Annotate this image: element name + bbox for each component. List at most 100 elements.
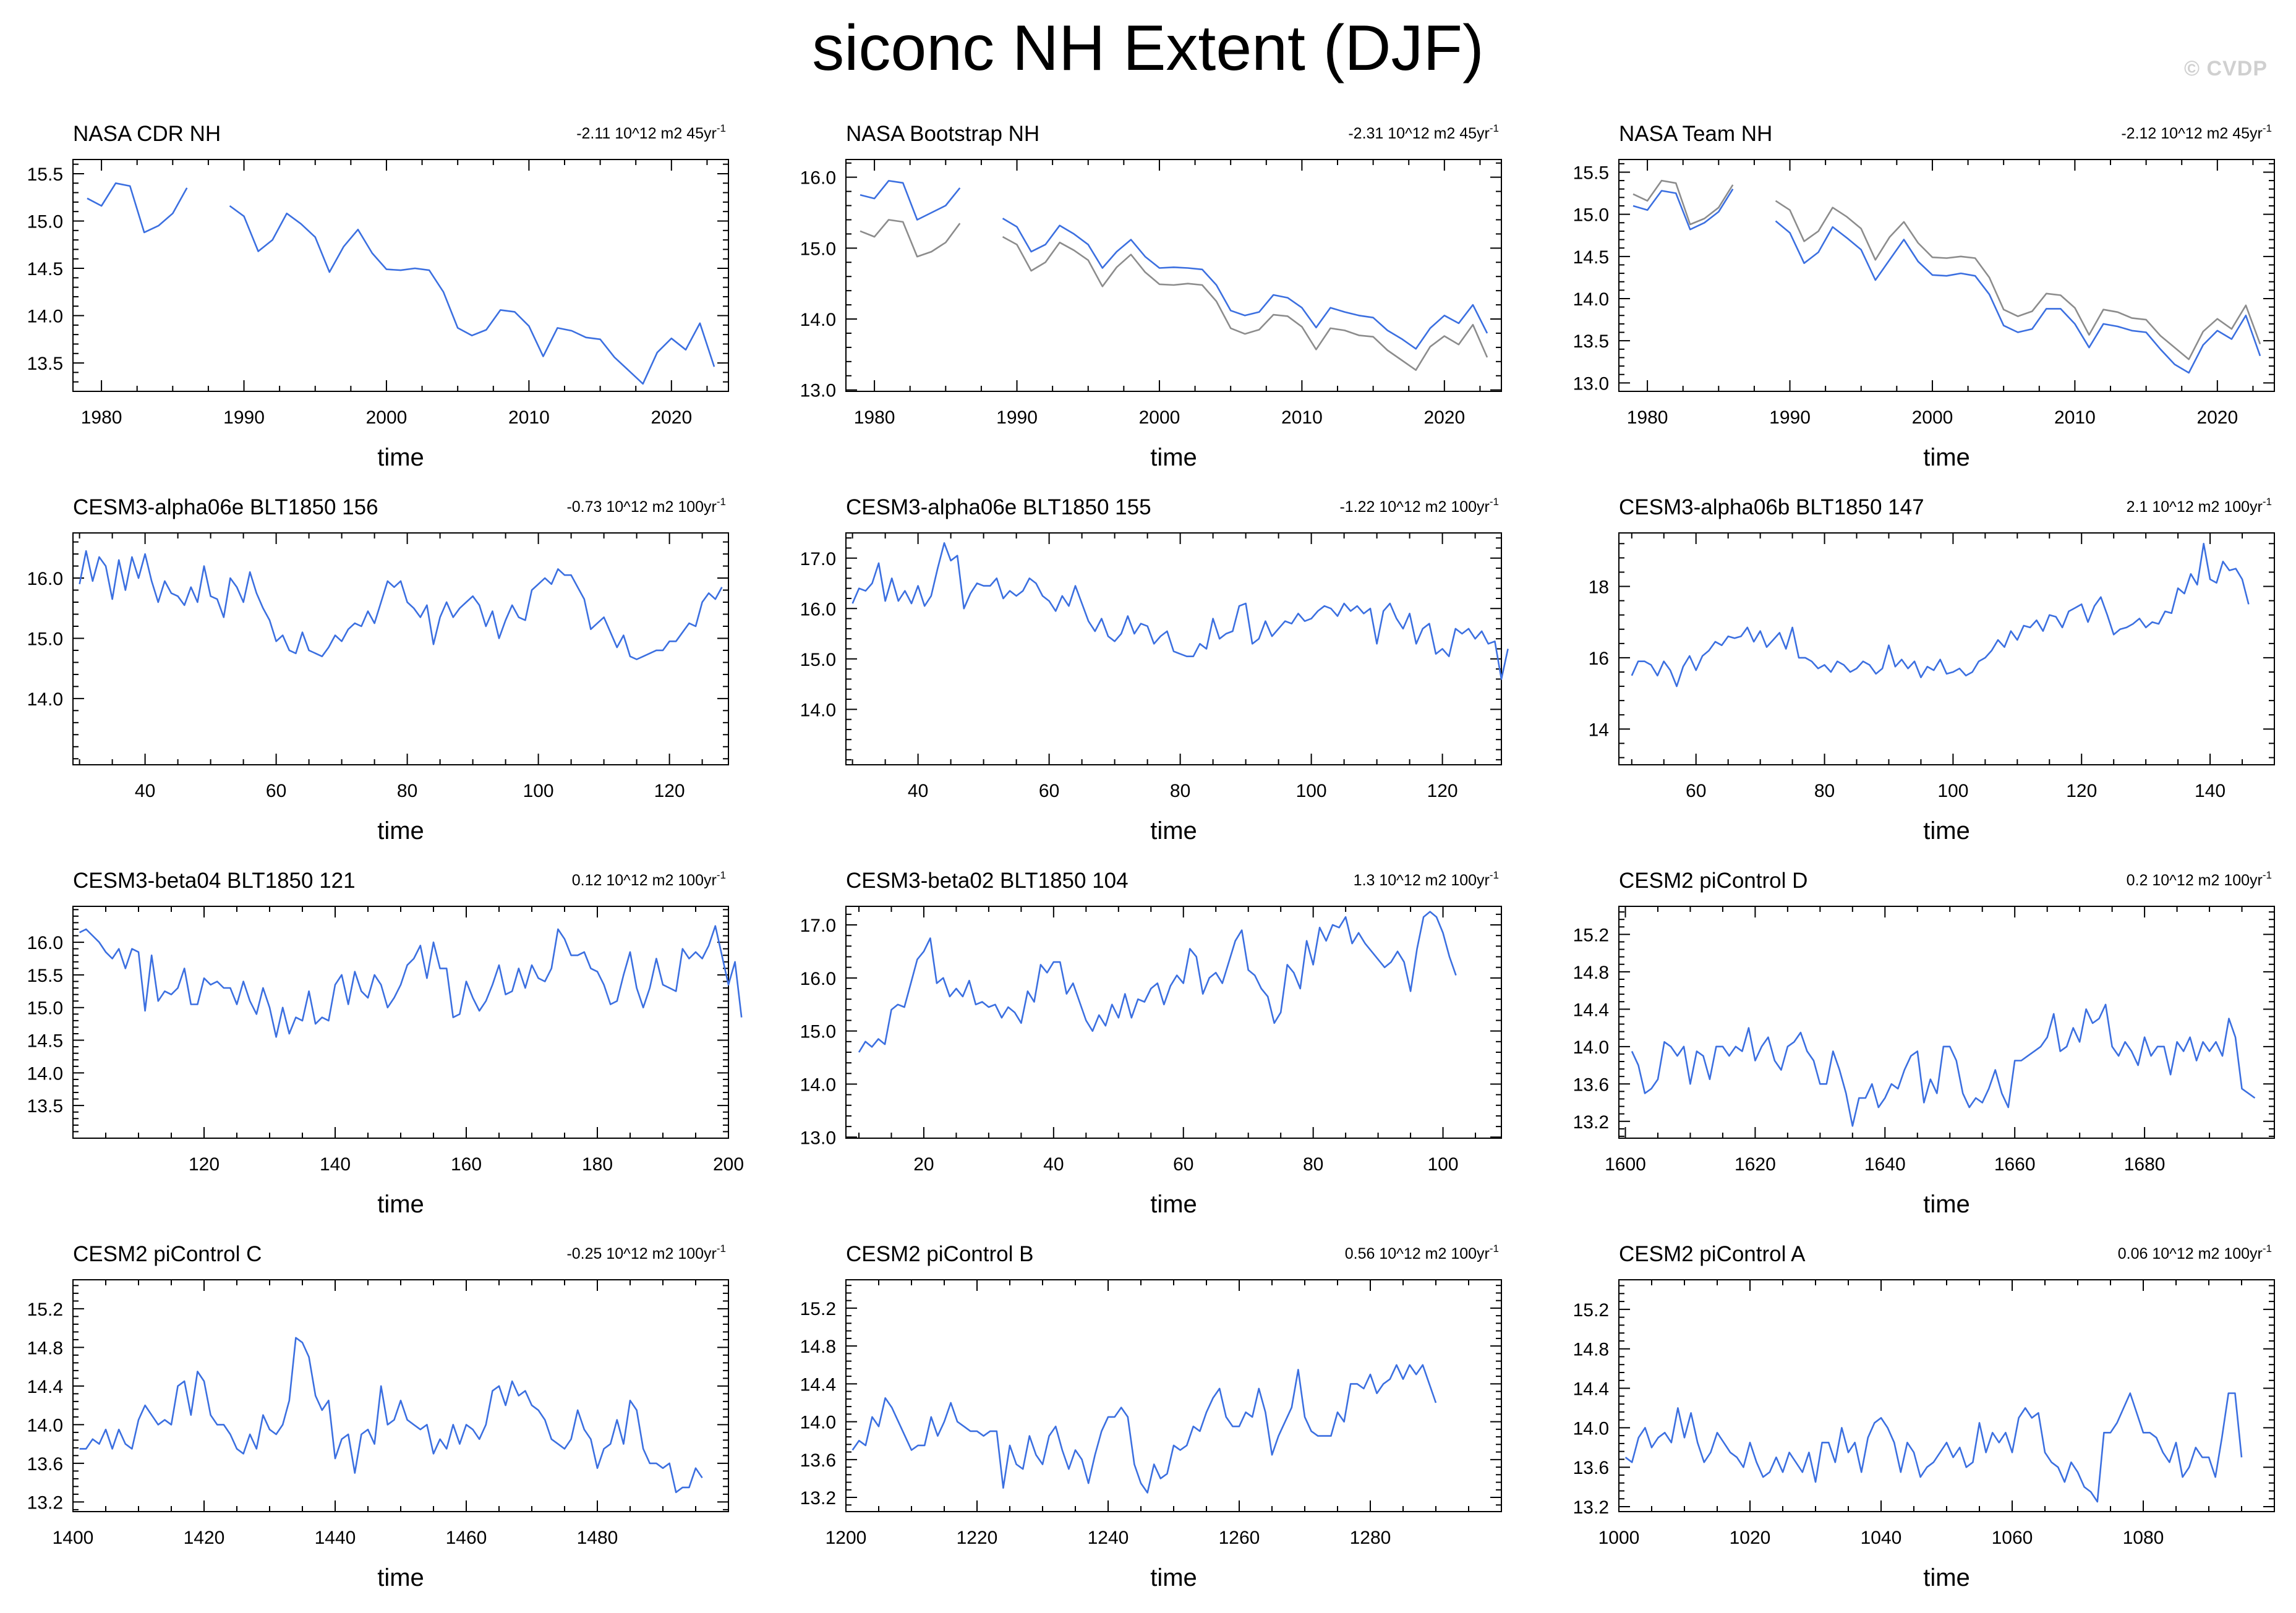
trend-value: 0.2 10^12 m2 100yr [2127,872,2263,889]
y-tick-label: 15.5 [1573,163,1609,183]
trend-value: 0.56 10^12 m2 100yr [1345,1245,1490,1262]
trend-value: -0.25 10^12 m2 100yr [566,1245,716,1262]
x-tick-label: 1240 [1088,1528,1129,1548]
x-tick-label: 120 [1427,781,1458,801]
series-line-2 [1632,189,2261,374]
trend-label: 0.12 10^12 m2 100yr-1 [572,869,726,889]
plot-frame [72,1279,729,1512]
series-line-1 [858,911,1457,1053]
x-tick-label: 2010 [2054,407,2096,428]
plot-frame [72,906,729,1139]
y-tick-label: 14 [1589,720,1609,740]
y-tick-label: 13.0 [800,381,836,401]
y-tick-label: 14.8 [1573,1340,1609,1360]
trend-label: -2.31 10^12 m2 45yr-1 [1348,122,1499,142]
y-tick-label: 14.5 [1573,247,1609,268]
x-tick-label: 40 [135,781,155,801]
trend-exponent: -1 [1490,122,1499,134]
x-tick-label: 1980 [854,407,895,428]
trend-label: 0.56 10^12 m2 100yr-1 [1345,1243,1499,1262]
y-tick-label: 13.6 [1573,1075,1609,1095]
x-tick-label: 60 [1039,781,1059,801]
y-tick-label: 16.0 [27,569,63,589]
y-tick-label: 14.0 [27,689,63,710]
y-tick-label: 14.0 [1573,289,1609,310]
panel-8: CESM3-beta02 BLT1850 104 1.3 10^12 m2 100… [800,869,1502,1218]
x-axis-label: time [1923,1191,1970,1218]
x-tick-label: 1200 [826,1528,867,1548]
y-tick-label: 15.2 [1573,925,1609,945]
y-tick-label: 13.5 [1573,331,1609,352]
x-tick-label: 80 [1303,1154,1323,1175]
watermark: © CVDP [2184,57,2268,80]
trend-label: -2.11 10^12 m2 45yr-1 [576,122,726,142]
trend-exponent: -1 [717,1243,726,1254]
y-tick-label: 17.0 [800,549,836,569]
x-axis-label: time [377,817,424,845]
y-tick-label: 14.5 [27,1031,63,1052]
plot-frame [1618,1279,2275,1512]
y-tick-label: 13.5 [27,354,63,374]
panel-11: CESM2 piControl B 0.56 10^12 m2 100yr-1 12… [800,1242,1502,1591]
trend-label: 0.06 10^12 m2 100yr-1 [2118,1243,2272,1262]
y-tick-label: 15.5 [27,966,63,986]
y-tick-label: 13.2 [800,1488,836,1509]
plot-frame [1618,532,2275,765]
trend-label: 1.3 10^12 m2 100yr-1 [1354,869,1499,889]
plot-frame [845,1279,1502,1512]
x-tick-label: 1990 [996,407,1038,428]
x-tick-label: 40 [1043,1154,1064,1175]
panel-2: NASA Bootstrap NH -2.31 10^12 m2 45yr-1 19… [800,122,1502,471]
y-tick-label: 14.0 [27,307,63,327]
y-tick-label: 14.0 [27,1063,63,1084]
trend-exponent: -1 [717,122,726,134]
trend-exponent: -1 [1490,496,1499,508]
trend-label: -0.25 10^12 m2 100yr-1 [566,1243,726,1262]
panel-title: CESM3-alpha06e BLT1850 156 [73,495,378,519]
trend-value: -2.11 10^12 m2 45yr [576,125,717,142]
series-line-1 [79,1337,703,1494]
y-tick-label: 15.2 [27,1300,63,1320]
trend-exponent: -1 [717,496,726,508]
x-axis-label: time [377,444,424,471]
trend-value: 0.06 10^12 m2 100yr [2118,1245,2263,1262]
x-tick-label: 1260 [1219,1528,1260,1548]
page-title: siconc NH Extent (DJF) [812,12,1484,84]
y-tick-label: 16.0 [800,168,836,189]
x-tick-label: 1980 [1627,407,1668,428]
panel-title: NASA Bootstrap NH [846,122,1039,146]
plot-frame [72,532,729,765]
panel-title: CESM2 piControl C [73,1242,262,1266]
series-line-1 [1631,543,2250,687]
panel-title: CESM3-alpha06b BLT1850 147 [1619,495,1924,519]
y-tick-label: 13.6 [1573,1458,1609,1478]
y-tick-label: 16.0 [800,969,836,989]
trend-exponent: -1 [2263,1243,2272,1254]
x-tick-label: 140 [320,1154,351,1175]
y-tick-label: 13.6 [800,1450,836,1471]
plot-frame [72,159,729,392]
trend-label: 0.2 10^12 m2 100yr-1 [2127,869,2272,889]
trend-exponent: -1 [2263,869,2272,881]
x-tick-label: 1020 [1730,1528,1771,1548]
x-tick-label: 60 [1686,781,1706,801]
panel-title: NASA CDR NH [73,122,221,146]
x-tick-label: 160 [451,1154,482,1175]
x-tick-label: 1400 [53,1528,94,1548]
trend-value: -0.73 10^12 m2 100yr [566,498,716,516]
y-tick-label: 14.4 [800,1374,836,1395]
trend-exponent: -1 [2263,496,2272,508]
x-tick-label: 180 [582,1154,613,1175]
series-line-1 [79,550,723,660]
x-tick-label: 2000 [1912,407,1953,428]
x-tick-label: 100 [1428,1154,1459,1175]
x-tick-label: 80 [397,781,417,801]
x-tick-label: 60 [1173,1154,1193,1175]
x-tick-label: 1600 [1605,1154,1646,1175]
y-tick-label: 14.4 [1573,1000,1609,1020]
x-axis-label: time [377,1564,424,1591]
panel-title: CESM3-beta02 BLT1850 104 [846,869,1129,893]
y-tick-label: 14.8 [27,1338,63,1358]
y-tick-label: 14.4 [1573,1379,1609,1400]
